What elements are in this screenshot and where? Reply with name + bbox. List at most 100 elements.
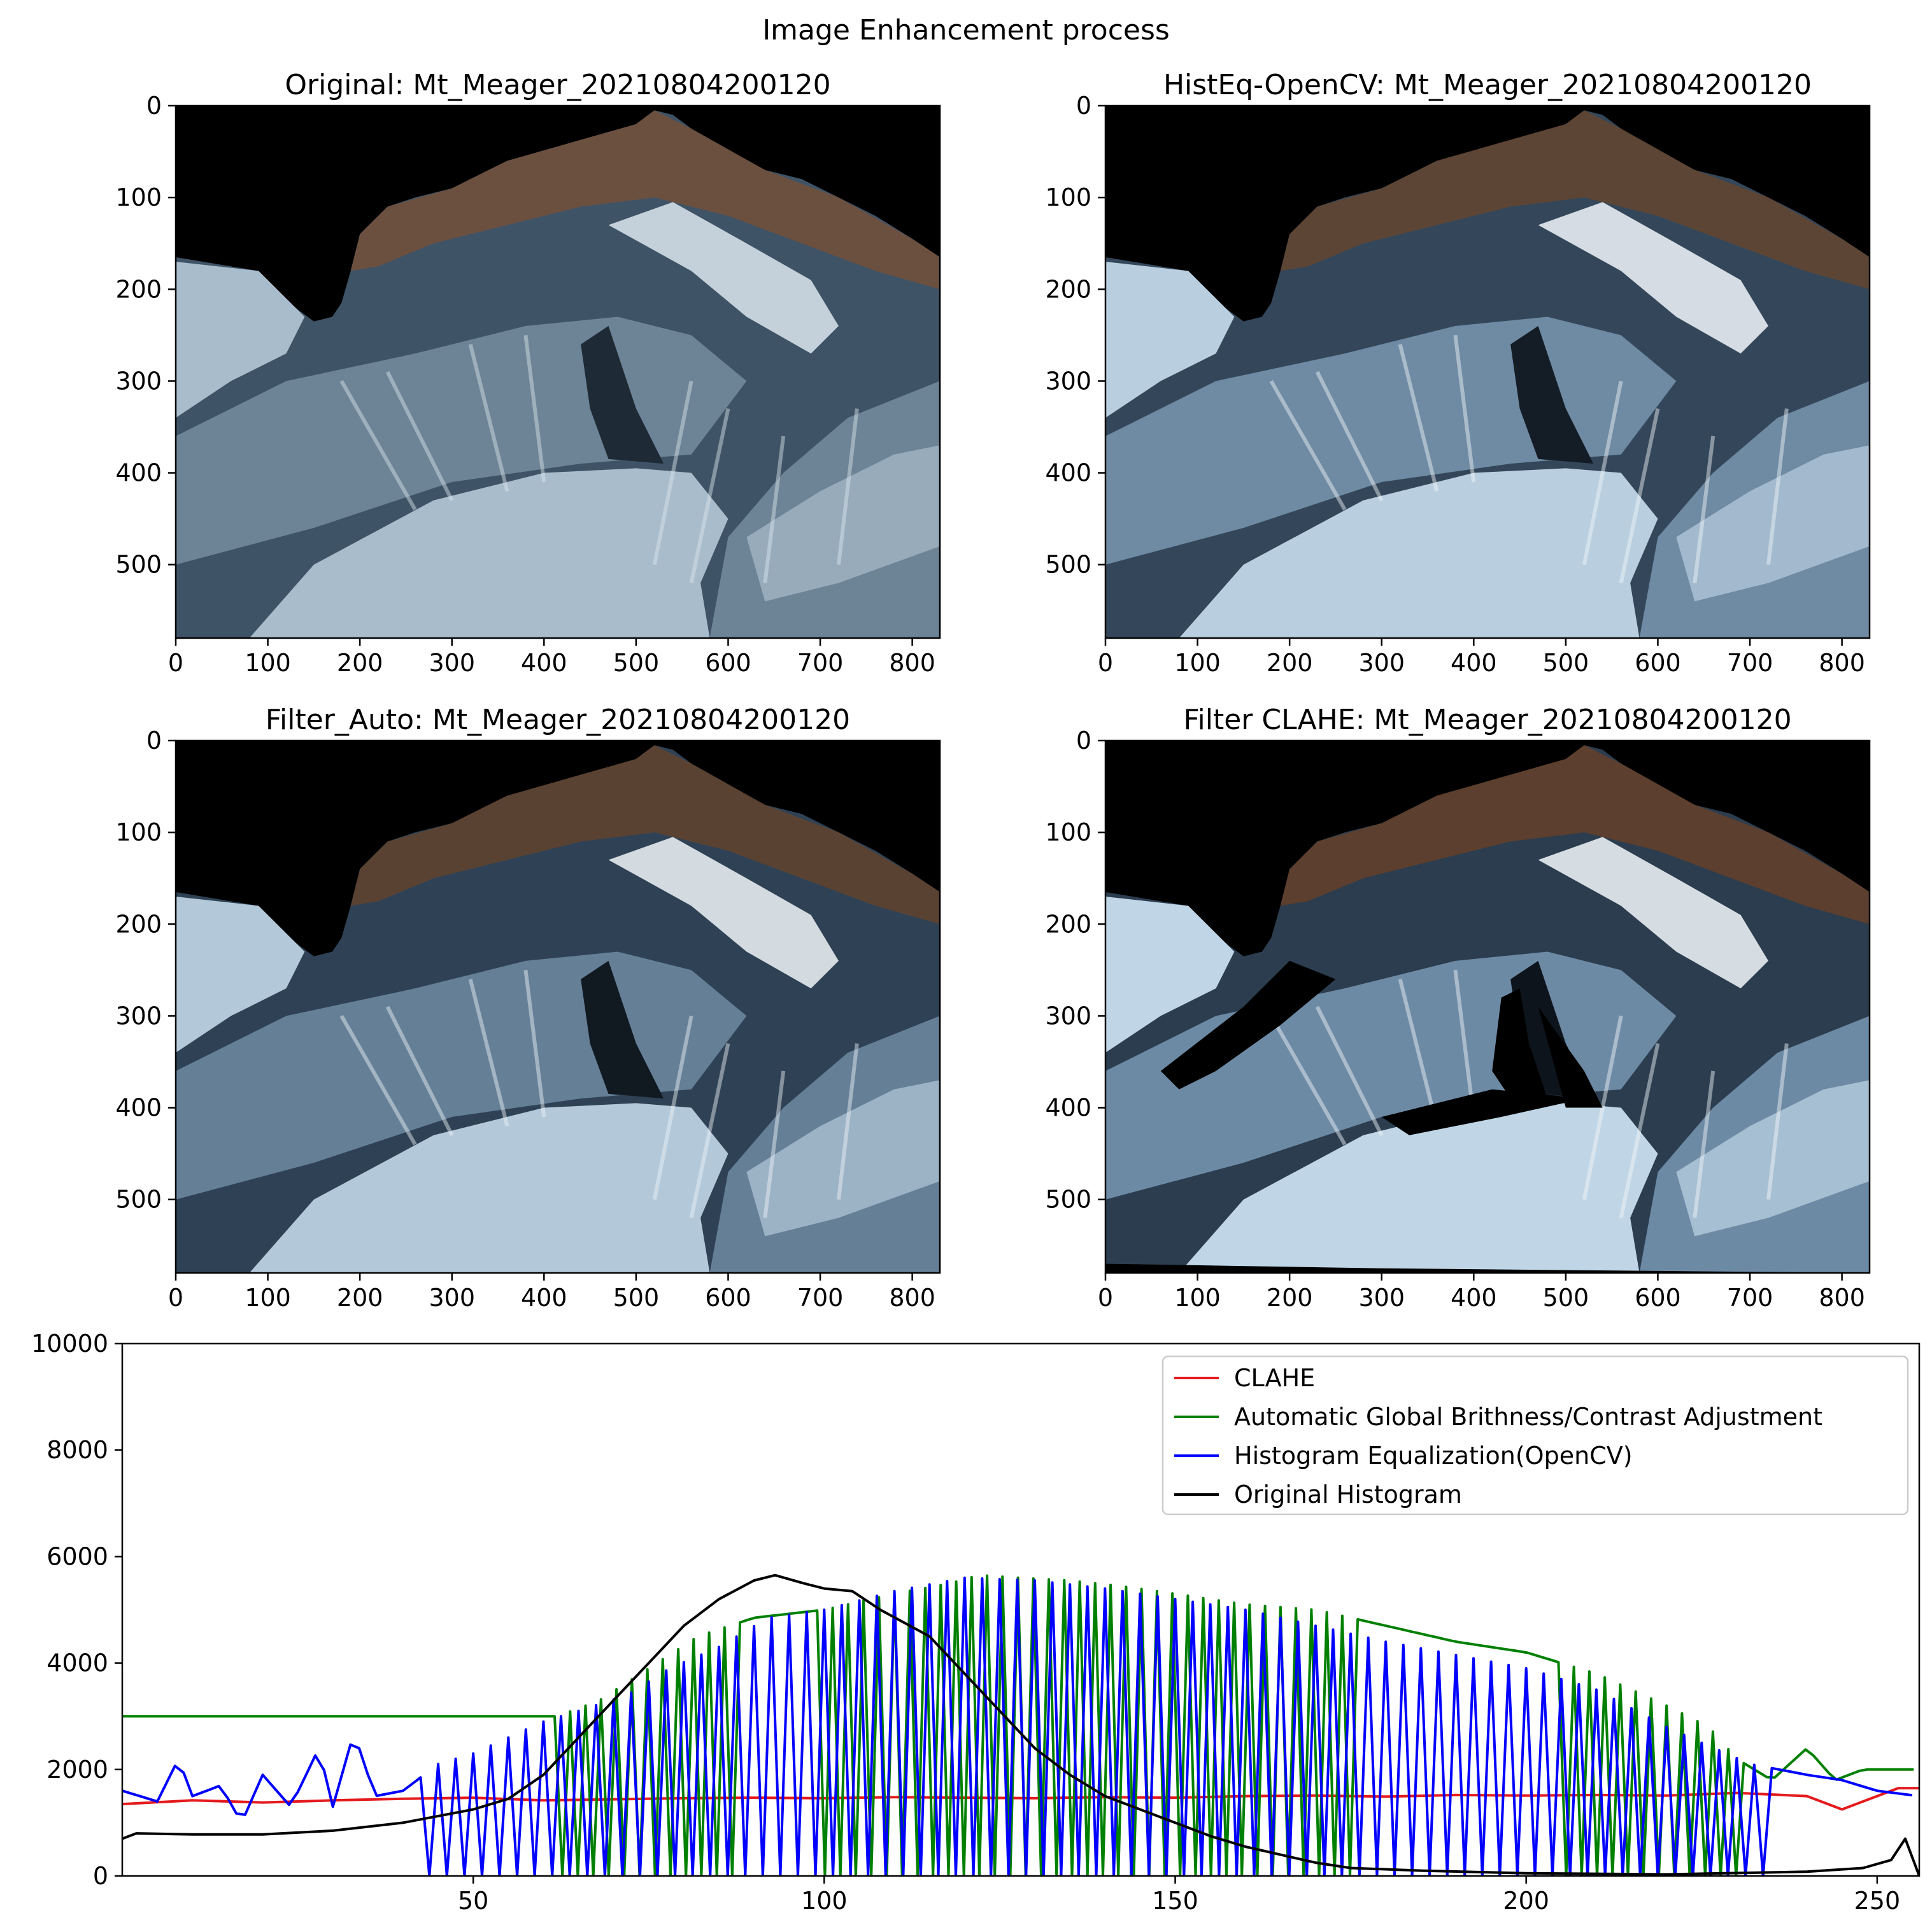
y-tick-label: 200: [1045, 275, 1091, 303]
x-tick-label: 700: [1727, 649, 1773, 677]
chart-frame: [121, 1342, 1921, 1877]
x-tick-label: 600: [1635, 649, 1681, 677]
y-tick-label: 400: [115, 1094, 162, 1122]
x-tick-label: 800: [889, 649, 935, 677]
x-tick-label: 400: [521, 1284, 567, 1312]
x-tick-label: 700: [1727, 1284, 1773, 1312]
y-tick-label: 300: [115, 1002, 162, 1030]
legend: CLAHE Automatic Global Brithness/Contrast…: [1161, 1355, 1909, 1516]
x-tick-label: 500: [613, 1284, 660, 1312]
x-tick-label: 300: [1358, 1284, 1405, 1312]
series-line-1: [122, 1574, 1914, 1876]
series-line-3: [122, 1573, 1919, 1876]
y-tick-label: 300: [115, 367, 162, 395]
volcano-image: [176, 741, 940, 1273]
x-tick-label: 100: [245, 1284, 291, 1312]
y-tick-label: 100: [1045, 183, 1091, 211]
x-tick-label: 600: [1635, 1284, 1681, 1312]
volcano-image: [176, 106, 940, 638]
x-tick-label: 200: [337, 649, 383, 677]
image-frame: [174, 739, 941, 1274]
x-tick-label: 300: [429, 649, 475, 677]
x-tick-label: 400: [1451, 649, 1497, 677]
legend-label: Histogram Equalization(OpenCV): [1234, 1442, 1633, 1470]
x-tick-label: 100: [245, 649, 291, 677]
x-tick-label: 250: [1854, 1887, 1901, 1915]
y-tick-label: 8000: [46, 1436, 108, 1464]
legend-label: Original Histogram: [1234, 1481, 1462, 1509]
x-tick-label: 0: [168, 649, 183, 677]
legend-label: CLAHE: [1234, 1364, 1315, 1392]
panel-title: Filter CLAHE: Mt_Meager_20210804200120: [1183, 704, 1791, 736]
y-tick-label: 400: [115, 459, 162, 487]
volcano-image: [1105, 106, 1870, 638]
series-line-2: [122, 1576, 1913, 1876]
x-tick-label: 600: [705, 1284, 751, 1312]
y-tick-label: 200: [115, 910, 162, 938]
x-tick-label: 300: [1358, 649, 1405, 677]
x-tick-label: 500: [1543, 649, 1589, 677]
y-tick-label: 4000: [46, 1649, 108, 1677]
y-tick-label: 300: [1045, 1002, 1091, 1030]
series-line-0: [122, 1787, 1919, 1811]
panel-title: HistEq-OpenCV: Mt_Meager_20210804200120: [1163, 69, 1812, 101]
x-tick-label: 200: [1267, 1284, 1313, 1312]
y-tick-label: 10000: [31, 1330, 108, 1358]
y-tick-label: 200: [115, 275, 162, 303]
y-tick-label: 100: [1045, 818, 1091, 846]
y-tick-label: 500: [115, 551, 162, 579]
y-tick-label: 0: [93, 1862, 108, 1890]
x-tick-label: 400: [521, 649, 567, 677]
y-tick-label: 0: [1076, 727, 1091, 755]
histogram-chart: 50 100 150 200 250 0 2000 4000 6000 8000 10000 CLAH…: [31, 1330, 1921, 1915]
panel-histeq: HistEq-OpenCV: Mt_Meager_20210804200120 0…: [1045, 69, 1871, 677]
x-tick-label: 600: [705, 649, 751, 677]
y-tick-label: 500: [1045, 1186, 1091, 1214]
y-tick-label: 100: [115, 818, 162, 846]
x-tick-label: 100: [1174, 1284, 1221, 1312]
y-tick-label: 0: [146, 727, 162, 755]
y-tick-label: 300: [1045, 367, 1091, 395]
legend-label: Automatic Global Brithness/Contrast Adju…: [1234, 1403, 1822, 1431]
y-tick-label: 500: [115, 1186, 162, 1214]
x-tick-label: 800: [889, 1284, 935, 1312]
x-tick-label: 800: [1819, 649, 1865, 677]
x-tick-label: 200: [337, 1284, 383, 1312]
x-tick-label: 150: [1152, 1887, 1198, 1915]
x-tick-label: 300: [429, 1284, 475, 1312]
y-tick-label: 400: [1045, 1094, 1091, 1122]
y-tick-label: 400: [1045, 459, 1091, 487]
x-tick-label: 0: [168, 1284, 183, 1312]
panel-title: Original: Mt_Meager_20210804200120: [285, 69, 830, 101]
x-tick-label: 500: [1543, 1284, 1589, 1312]
y-tick-label: 0: [146, 92, 162, 120]
y-tick-label: 6000: [46, 1542, 108, 1570]
y-tick-label: 0: [1076, 92, 1091, 120]
panel-title: Filter_Auto: Mt_Meager_20210804200120: [266, 704, 850, 736]
image-frame: [1104, 104, 1871, 639]
y-tick-label: 500: [1045, 551, 1091, 579]
y-tick-label: 100: [115, 183, 162, 211]
x-tick-label: 0: [1098, 1284, 1113, 1312]
figure-title: Image Enhancement process: [762, 14, 1170, 46]
x-tick-label: 200: [1503, 1887, 1549, 1915]
x-tick-label: 400: [1451, 1284, 1497, 1312]
x-tick-label: 50: [458, 1887, 488, 1915]
panel-clahe: Filter CLAHE: Mt_Meager_20210804200120 0 1…: [1045, 704, 1871, 1312]
volcano-image: [1105, 741, 1870, 1273]
image-frame: [174, 104, 941, 639]
x-tick-label: 800: [1819, 1284, 1865, 1312]
panel-auto: Filter_Auto: Mt_Meager_20210804200120 0 10…: [115, 704, 941, 1312]
x-tick-label: 700: [797, 649, 844, 677]
x-tick-label: 700: [797, 1284, 844, 1312]
y-tick-label: 2000: [46, 1756, 108, 1784]
x-tick-label: 200: [1267, 649, 1313, 677]
image-frame: [1104, 739, 1871, 1274]
panel-original: Original: Mt_Meager_20210804200120 0 100 20…: [115, 69, 941, 677]
x-tick-label: 100: [1174, 649, 1221, 677]
x-tick-label: 500: [613, 649, 660, 677]
x-tick-label: 0: [1098, 649, 1113, 677]
y-tick-label: 200: [1045, 910, 1091, 938]
x-tick-label: 100: [801, 1887, 848, 1915]
